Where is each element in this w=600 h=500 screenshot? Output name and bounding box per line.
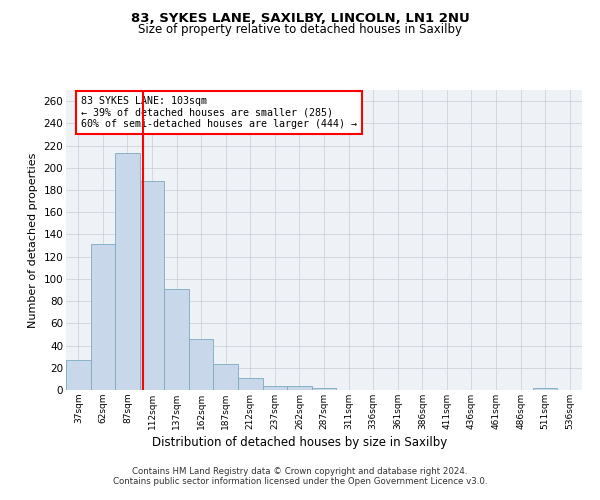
Bar — [140, 181, 164, 390]
Bar — [263, 386, 287, 390]
Bar — [66, 360, 91, 390]
Bar — [312, 388, 336, 390]
Text: Contains public sector information licensed under the Open Government Licence v3: Contains public sector information licen… — [113, 477, 487, 486]
Bar — [238, 378, 263, 390]
Y-axis label: Number of detached properties: Number of detached properties — [28, 152, 38, 328]
Bar — [164, 289, 189, 390]
Bar — [189, 339, 214, 390]
Text: Contains HM Land Registry data © Crown copyright and database right 2024.: Contains HM Land Registry data © Crown c… — [132, 467, 468, 476]
Text: Size of property relative to detached houses in Saxilby: Size of property relative to detached ho… — [138, 22, 462, 36]
Text: 83, SYKES LANE, SAXILBY, LINCOLN, LN1 2NU: 83, SYKES LANE, SAXILBY, LINCOLN, LN1 2N… — [131, 12, 469, 26]
Bar — [214, 364, 238, 390]
Text: Distribution of detached houses by size in Saxilby: Distribution of detached houses by size … — [152, 436, 448, 449]
Text: 83 SYKES LANE: 103sqm
← 39% of detached houses are smaller (285)
60% of semi-det: 83 SYKES LANE: 103sqm ← 39% of detached … — [82, 96, 358, 129]
Bar — [115, 154, 140, 390]
Bar — [91, 244, 115, 390]
Bar — [287, 386, 312, 390]
Bar — [533, 388, 557, 390]
